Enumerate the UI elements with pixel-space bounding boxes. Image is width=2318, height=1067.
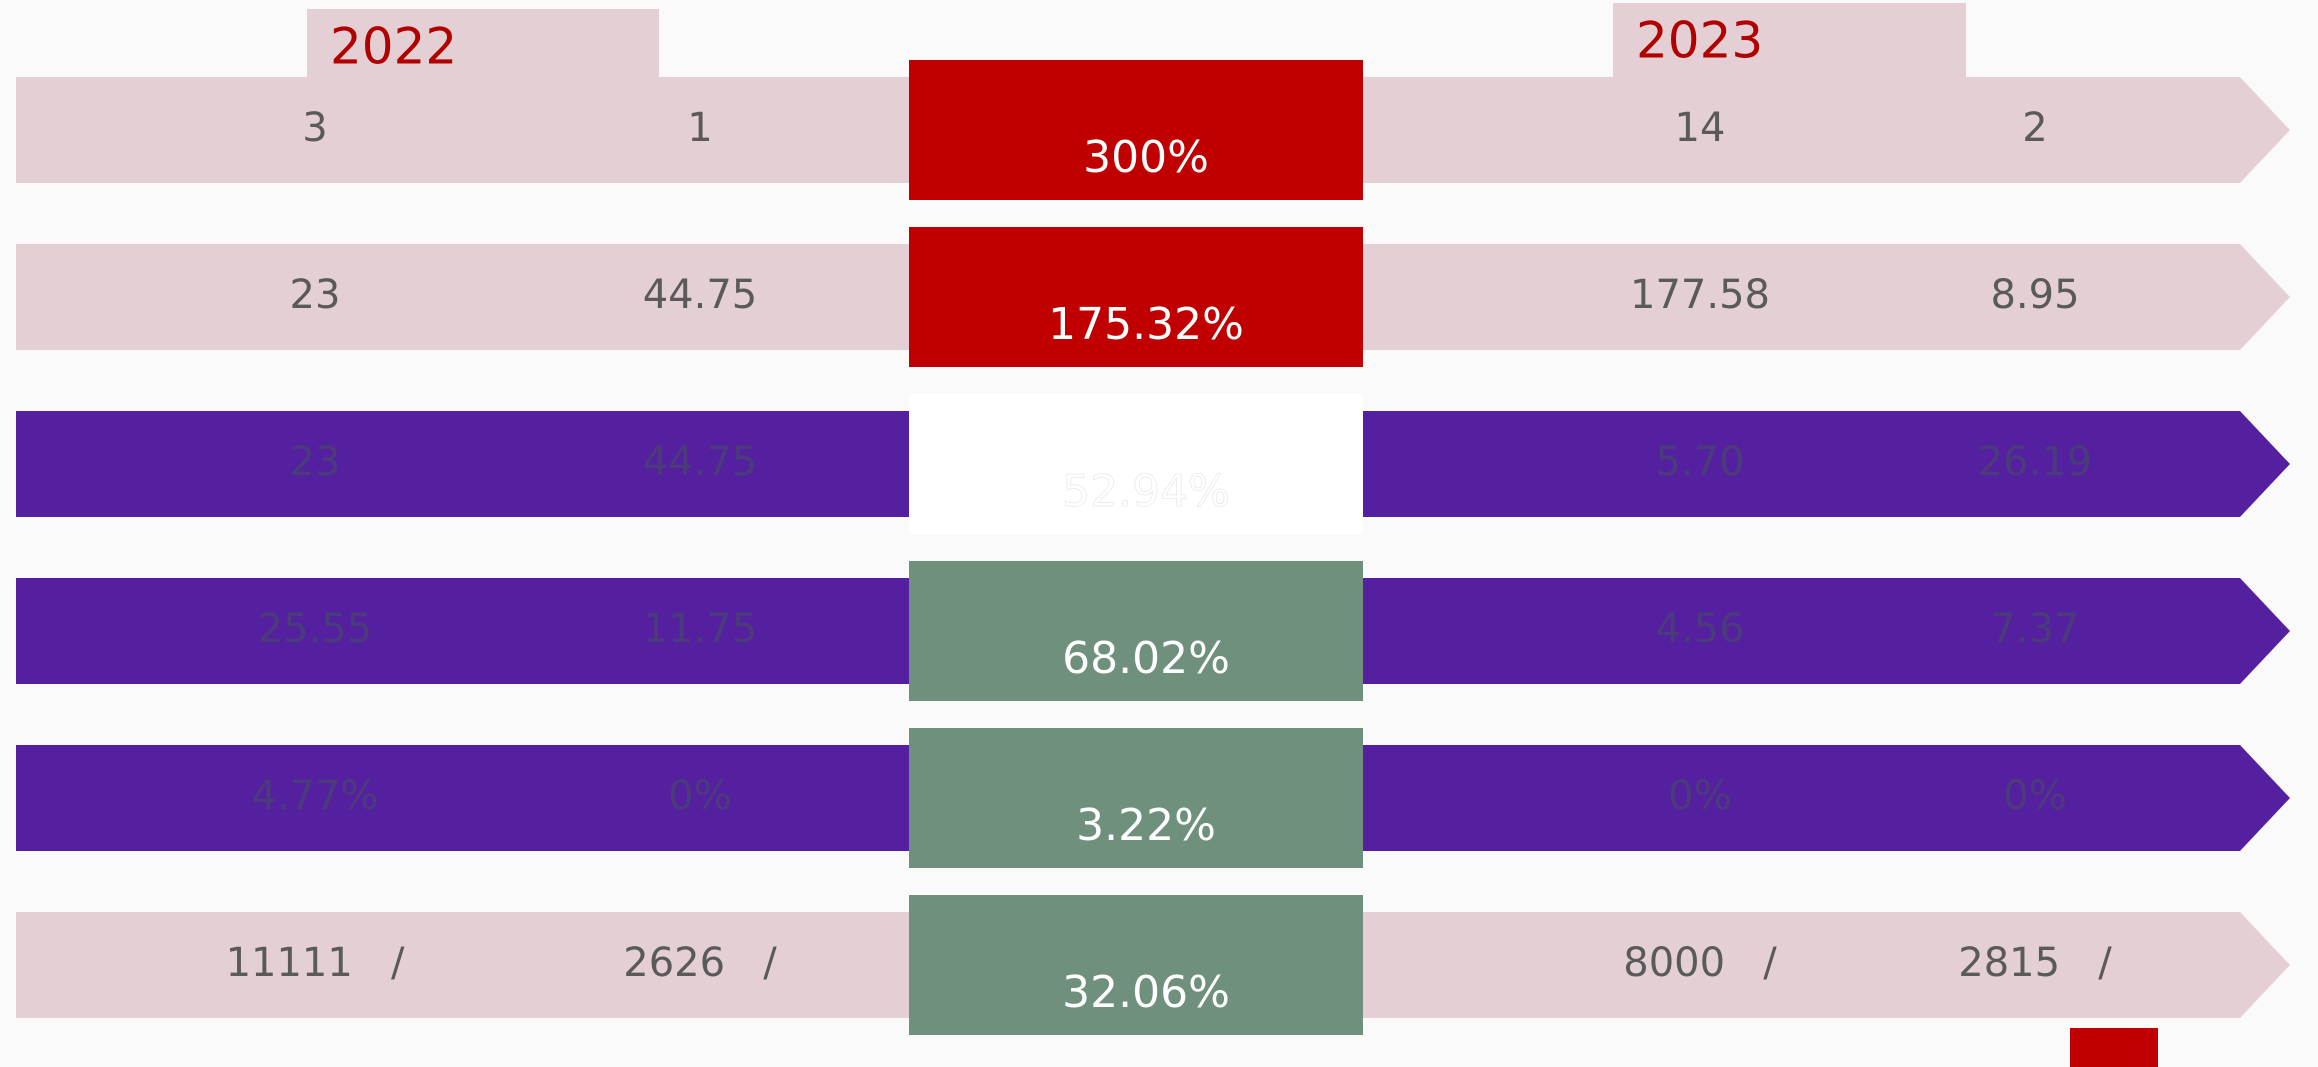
rows: 3 1 14 2 300% 23 44.75 177.58 8.95 175.32% 23 44.75… <box>16 60 2290 1035</box>
value-cell: 23 <box>290 439 341 485</box>
value-cell: 0% <box>1668 773 1731 819</box>
change-value: 32.06% <box>1062 967 1230 1018</box>
value-cell: 14 <box>1675 105 1726 151</box>
value-cell: 44.75 <box>643 272 758 318</box>
value-cell: 3 <box>302 105 327 151</box>
change-value: 3.22% <box>1076 800 1216 851</box>
change-box <box>909 895 1363 1035</box>
change-value: 68.02% <box>1062 633 1230 684</box>
value-cell: 23 <box>290 272 341 318</box>
value-cell: 4.56 <box>1655 606 1744 652</box>
value-cell: 11111 / <box>226 940 405 986</box>
change-box <box>909 227 1363 367</box>
value-cell: 2626 / <box>623 940 777 986</box>
change-value: 300% <box>1083 132 1209 183</box>
logo <box>2070 1028 2158 1067</box>
value-cell: 0% <box>2003 773 2066 819</box>
value-cell: 177.58 <box>1630 272 1770 318</box>
value-cell: 7.37 <box>1990 606 2079 652</box>
value-cell: 8.95 <box>1990 272 2079 318</box>
header-tab <box>1613 3 1966 79</box>
year-header: 2022 <box>330 18 457 76</box>
change-value: 175.32% <box>1048 299 1244 350</box>
value-cell: 2815 / <box>1958 940 2112 986</box>
change-box <box>909 728 1363 868</box>
change-value: 52.94% <box>1062 466 1230 517</box>
year-header: 2023 <box>1636 12 1763 70</box>
value-cell: 44.75 <box>643 439 758 485</box>
value-cell: 2 <box>2022 105 2047 151</box>
value-cell: 25.55 <box>258 606 373 652</box>
value-cell: 4.77% <box>251 773 378 819</box>
value-cell: 11.75 <box>643 606 758 652</box>
value-cell: 0% <box>668 773 731 819</box>
change-box <box>909 561 1363 701</box>
change-box <box>909 60 1363 200</box>
value-cell: 26.19 <box>1978 439 2093 485</box>
value-cell: 8000 / <box>1623 940 1777 986</box>
value-cell: 1 <box>687 105 712 151</box>
header-tab <box>307 9 659 79</box>
value-cell: 5.70 <box>1655 439 1744 485</box>
change-box <box>909 394 1363 534</box>
